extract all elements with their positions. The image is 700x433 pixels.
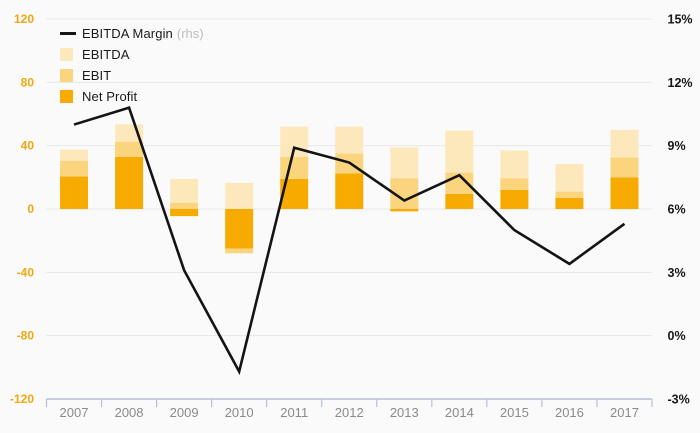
x-axis-year-label: 2009 [170, 405, 199, 420]
bar-segment-ebitda-2014 [445, 130, 474, 173]
bar-segment-net-profit-2010 [225, 209, 254, 249]
bar-segment-ebit-2015 [500, 178, 529, 190]
right-axis-tick-label: -3% [668, 393, 690, 407]
x-axis-year-label: 2011 [280, 405, 308, 420]
bar-segment-ebitda-2015 [500, 150, 529, 179]
x-axis-year-label: 2010 [225, 405, 254, 420]
left-axis-tick-label: 0 [27, 202, 34, 216]
legend-item-ebit: EBIT [60, 67, 204, 83]
right-axis-tick-label: 15% [668, 13, 693, 27]
legend-label: EBITDA [82, 46, 130, 62]
right-axis-tick-label: 6% [668, 203, 686, 217]
x-axis-year-label: 2015 [500, 405, 529, 420]
legend-item-ebitda: EBITDA [60, 46, 204, 62]
x-axis-year-label: 2016 [555, 405, 584, 420]
bar-segment-net-profit-2014 [445, 193, 474, 209]
bar-segment-ebit-2008 [115, 141, 144, 157]
ebitda-margin-line [73, 106, 626, 376]
net-profit-swatch-icon [60, 89, 73, 103]
x-axis-year-label: 2013 [390, 405, 419, 420]
bar-segment-net-profit-2016 [555, 197, 584, 209]
bar-segment-ebitda-2007 [60, 149, 89, 161]
bar-segment-net-profit-2017 [610, 177, 639, 209]
bar-segment-ebitda-2012 [335, 126, 364, 154]
bar-segment-ebit-2009 [170, 202, 199, 209]
right-axis-tick-label: 3% [668, 266, 686, 280]
right-axis-tick-label: 9% [668, 139, 686, 153]
x-axis-year-label: 2008 [115, 405, 144, 420]
x-axis-year-label: 2017 [610, 405, 639, 420]
x-axis-year-label: 2014 [445, 405, 474, 420]
ebitda-swatch-icon [60, 47, 73, 61]
left-axis-tick-label: -80 [17, 329, 35, 343]
left-axis-tick-label: -120 [10, 392, 34, 406]
x-axis-year-label: 2012 [335, 405, 364, 420]
right-axis-tick-label: 12% [668, 76, 693, 90]
bar-segment-net-profit-2013 [390, 209, 419, 212]
legend-label: EBITDA Margin [82, 25, 173, 41]
bar-segment-net-profit-2012 [335, 173, 364, 209]
left-axis-tick-label: 40 [21, 139, 35, 153]
bar-segment-ebitda-2009 [170, 178, 199, 203]
left-axis-tick-label: 80 [21, 75, 35, 89]
legend-label: Net Profit [82, 88, 138, 104]
bar-segment-ebitda-2017 [610, 129, 639, 158]
right-axis-tick-label: 0% [668, 329, 686, 343]
bar-segment-ebitda-2013 [390, 147, 419, 179]
legend-rhs-note: (rhs) [176, 25, 204, 41]
chart-legend: EBITDA Margin (rhs) EBITDA EBIT Net Prof… [60, 25, 204, 104]
bar-segment-ebit-2016 [555, 191, 584, 198]
bar-segment-ebit-2017 [610, 157, 639, 178]
bar-segment-ebitda-2016 [555, 163, 584, 192]
bar-segment-net-profit-2015 [500, 190, 529, 209]
bar-segment-ebit-2007 [60, 160, 89, 177]
bar-segment-net-profit-2009 [170, 209, 199, 217]
legend-item-net-profit: Net Profit [60, 88, 204, 104]
x-axis-year-label: 2007 [60, 405, 89, 420]
ebit-swatch-icon [60, 68, 73, 82]
line-swatch-icon [60, 31, 76, 35]
left-axis-tick-label: 120 [14, 12, 34, 26]
bar-segment-ebitda-2010 [225, 182, 254, 209]
bar-segment-ebit-2011 [280, 156, 309, 179]
bar-segment-ebit-2010 [225, 248, 254, 254]
bar-segment-net-profit-2008 [115, 156, 144, 209]
bar-segment-net-profit-2007 [60, 176, 89, 209]
left-axis-tick-label: -40 [17, 265, 35, 279]
legend-label: EBIT [82, 67, 112, 83]
legend-item-ebitda-margin: EBITDA Margin (rhs) [60, 25, 204, 41]
